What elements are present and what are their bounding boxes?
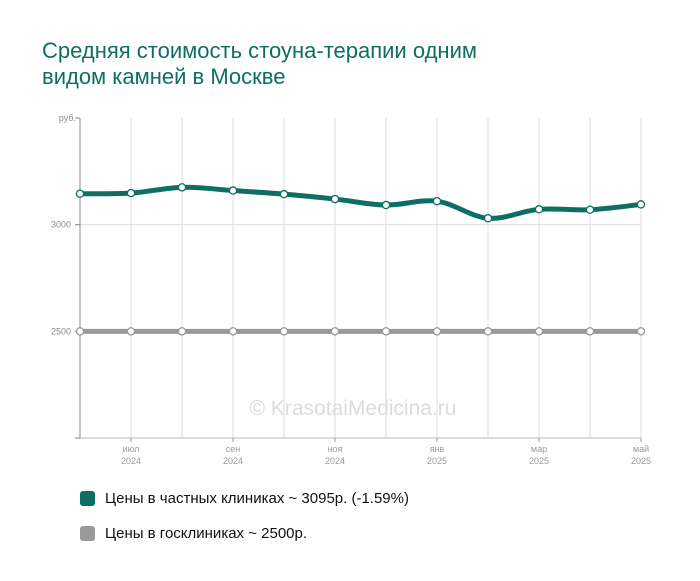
data-point-public [330,327,340,336]
watermark: © KrasotaiMedicina.ru [250,397,457,420]
data-point-public [75,327,85,336]
data-point-public [279,327,289,336]
legend-swatch-public [80,525,95,541]
data-point-private [177,183,187,192]
data-point-private [279,189,289,199]
x-tick-month: июл [123,444,140,454]
data-point-public [177,327,187,336]
series-line-private [77,184,644,221]
x-tick-month: май [633,444,649,454]
data-point-private [330,194,340,204]
data-point-private [534,205,544,214]
data-point-private [636,200,646,209]
y-unit-label: руб. [59,113,76,123]
data-point-private [126,188,136,198]
x-tick-year: 2025 [529,456,549,466]
x-tick-year: 2024 [223,456,243,466]
x-tick-month: янв [430,444,445,454]
chart-title-line-1: Средняя стоимость стоуна-терапии одним [42,38,477,63]
legend-label-private: Цены в частных клиниках ~ 3095р. (-1.59%… [105,489,409,507]
data-point-public [483,327,493,336]
x-tick-month: сен [226,444,241,454]
legend: Цены в частных клиниках ~ 3095р. (-1.59%… [80,488,409,558]
data-point-private [228,186,238,195]
data-point-public [126,327,136,336]
chart-title: Средняя стоимость стоуна-терапии одним в… [42,38,602,90]
series-layer [75,183,646,336]
data-point-private [432,196,442,206]
data-point-public [381,327,391,336]
data-point-public [228,327,238,336]
data-point-public [636,327,646,336]
legend-label-public: Цены в госклиниках ~ 2500р. [105,524,308,542]
x-tick-month: ноя [328,444,343,454]
data-point-private [75,189,85,198]
data-point-private [585,205,595,214]
data-point-private [483,214,493,223]
data-point-private [381,200,391,210]
x-tick-month: мар [531,444,547,454]
legend-swatch-private [80,490,95,506]
data-point-public [585,327,595,336]
y-tick-label: 2500 [51,326,71,336]
legend-item-public: Цены в госклиниках ~ 2500р. [80,523,409,543]
chart-title-line-2: видом камней в Москве [42,64,286,89]
x-tick-year: 2024 [121,456,141,466]
grid [79,118,642,438]
x-tick-year: 2024 [325,456,345,466]
legend-item-private: Цены в частных клиниках ~ 3095р. (-1.59%… [80,488,409,508]
x-tick-year: 2025 [427,456,447,466]
axes: 3000 2500 руб. июл 2024 сен 2024 ноя 2024 янв 2025… [51,113,651,466]
data-point-public [534,327,544,336]
y-tick-label: 3000 [51,220,71,230]
data-point-public [432,327,442,336]
x-tick-year: 2025 [631,456,651,466]
